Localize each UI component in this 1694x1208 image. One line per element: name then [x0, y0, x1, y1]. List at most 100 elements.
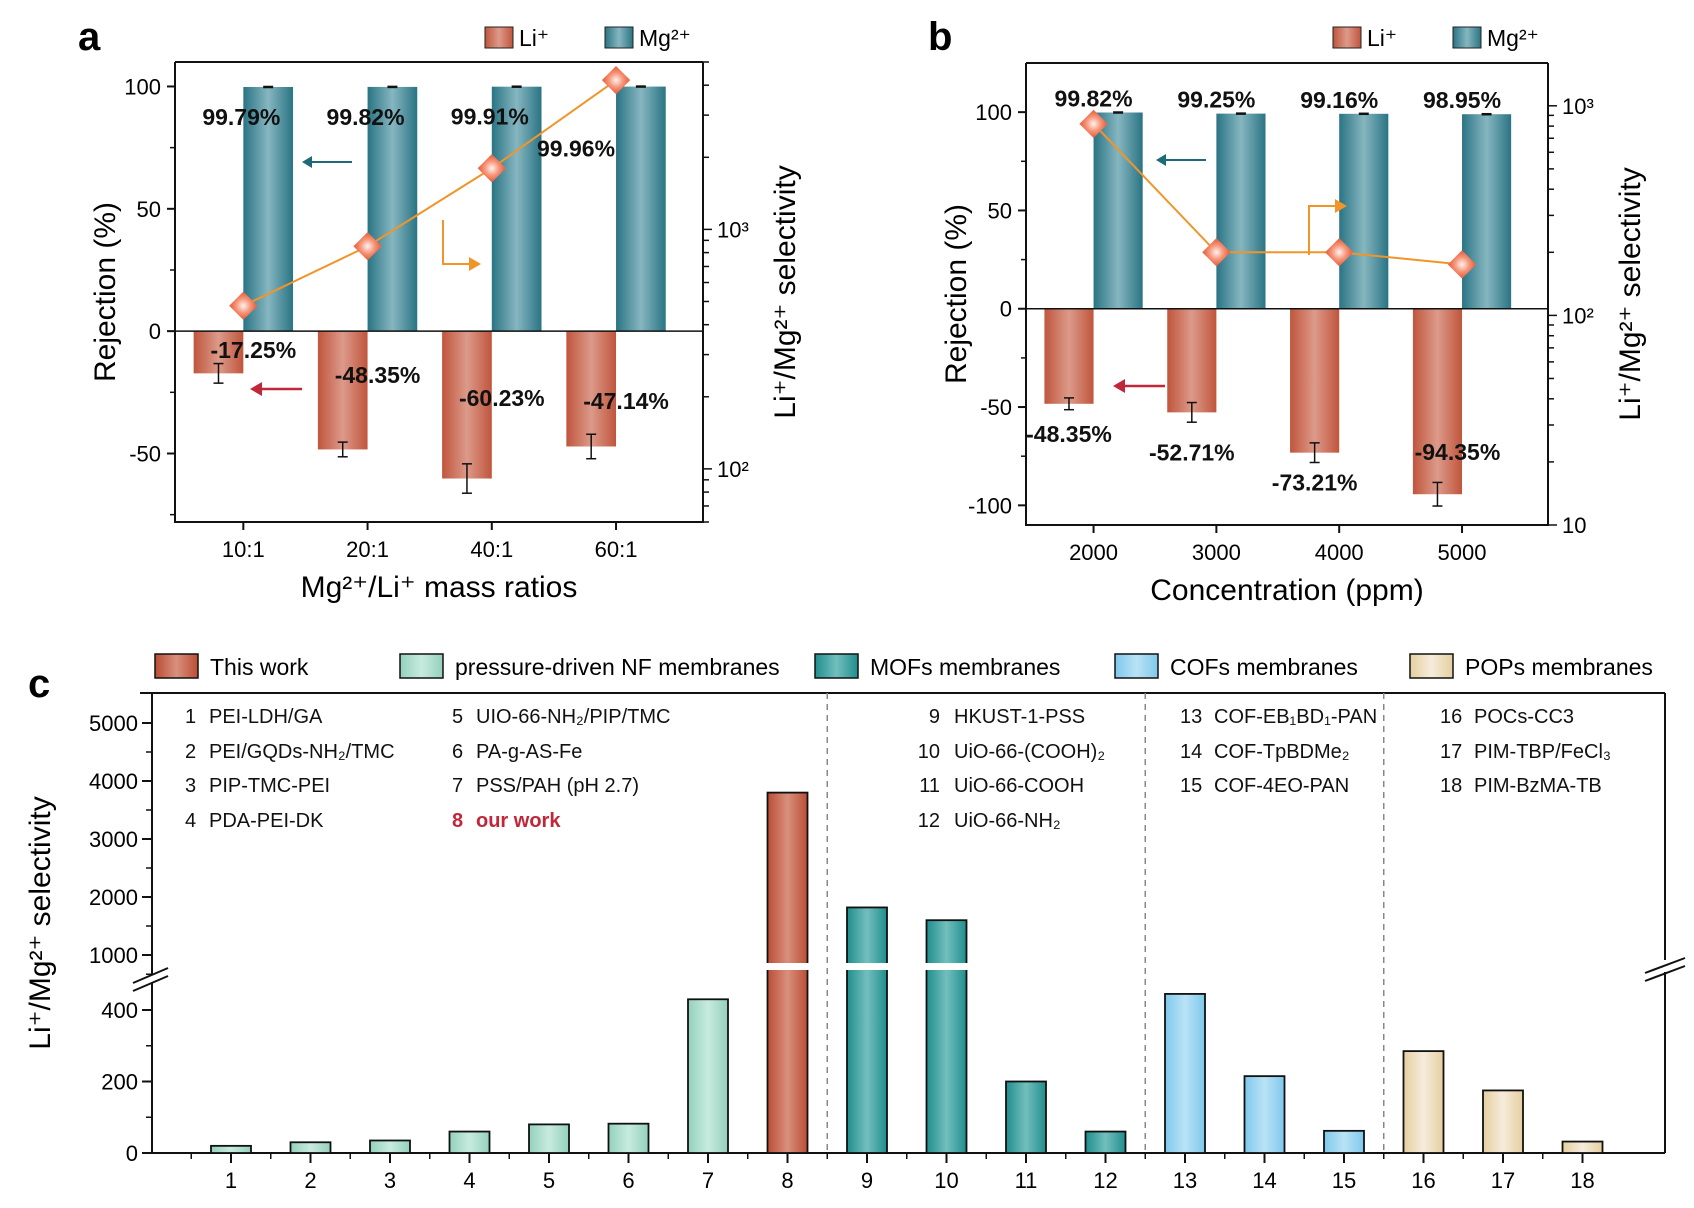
- bar-mofs: [1084, 1130, 1127, 1154]
- annotation-name: PDA-PEI-DK: [209, 810, 324, 832]
- legend-swatch-li: [484, 26, 514, 49]
- x-tick-label: 5000: [1438, 540, 1487, 565]
- x-tick-label: 3000: [1192, 540, 1241, 565]
- x-tick-label: 12: [1093, 1168, 1117, 1193]
- mg-value-label: 99.82%: [1055, 86, 1133, 112]
- annotation-number: 7: [452, 775, 463, 797]
- y-tick-label: 0: [149, 319, 161, 344]
- legend-swatch-mofs: [814, 653, 859, 679]
- y-tick-label: 100: [124, 74, 161, 99]
- mg-value-label: 99.79%: [202, 104, 280, 130]
- bar-mofs: [1005, 1080, 1047, 1154]
- annotation-number: 8: [452, 810, 463, 832]
- legend-label-nf: pressure-driven NF membranes: [455, 654, 780, 680]
- arrow-right-selectivity-icon: [442, 220, 471, 265]
- y-tick-label: 1000: [89, 943, 138, 968]
- x-tick-label: 3: [384, 1168, 396, 1193]
- bar-break-gap: [845, 963, 889, 970]
- annotation-number: 6: [452, 741, 463, 763]
- bar-nf: [528, 1123, 570, 1154]
- y-tick-label: -50: [980, 395, 1012, 420]
- bar-pops: [1402, 1050, 1445, 1154]
- y2-tick-label: 10³: [717, 217, 749, 242]
- bar-pops: [1561, 1140, 1604, 1154]
- annotation-number: 4: [185, 810, 196, 832]
- panel-letter: c: [28, 662, 50, 706]
- legend-label-cofs: COFs membranes: [1170, 654, 1358, 680]
- bar-li: [566, 331, 617, 447]
- annotation-name: PIM-TBP/FeCl₃: [1474, 741, 1611, 763]
- annotation-name: COF-4EO-PAN: [1214, 775, 1349, 797]
- bar-li: [1167, 308, 1217, 413]
- annotation-name: UiO-66-COOH: [954, 775, 1084, 797]
- x-tick-label: 2000: [1069, 540, 1118, 565]
- legend-swatch-mg: [1452, 26, 1482, 49]
- x-tick-label: 13: [1173, 1168, 1197, 1193]
- plot-frame: [1025, 62, 1549, 526]
- axis-break-right-icon: [1644, 957, 1686, 982]
- legend-swatch-li: [1332, 26, 1362, 49]
- legend-label-pops: POPs membranes: [1465, 654, 1653, 680]
- panel-a: a Li⁺ Mg²⁺ -50 0 50 100 10² 10³ 10:1 20:1 40:1 60:1 M…: [78, 15, 802, 604]
- annotation-name: UiO-66-(COOH)₂: [954, 741, 1105, 763]
- bar-mg: [1093, 112, 1143, 309]
- bar-mg: [243, 86, 294, 332]
- legend-label-mg: Mg²⁺: [639, 25, 691, 51]
- li-value-label: -73.21%: [1272, 470, 1358, 496]
- annotation-name: COF-EB₁BD₁-PAN: [1214, 706, 1377, 728]
- bar-nf: [607, 1122, 650, 1154]
- annotation-name: PEI/GQDs-NH₂/TMC: [209, 741, 395, 763]
- y-tick-label: 400: [101, 998, 138, 1023]
- annotation-number: 16: [1440, 706, 1462, 728]
- selectivity-marker: [1202, 238, 1231, 267]
- legend-swatch-pops: [1409, 653, 1454, 679]
- bar-nf: [369, 1139, 411, 1154]
- x-tick-label: 11: [1015, 1168, 1038, 1193]
- arrowhead-selectivity-icon: [1335, 199, 1347, 213]
- selectivity-marker: [1447, 250, 1477, 279]
- y-tick-label: 4000: [89, 769, 138, 794]
- bar-mg: [491, 86, 542, 332]
- y-tick-label: 3000: [89, 827, 138, 852]
- li-value-label: -52.71%: [1149, 439, 1235, 465]
- annotation-name: POCs-CC3: [1474, 706, 1574, 728]
- annotation-number: 11: [919, 775, 940, 797]
- bar-nf: [448, 1130, 491, 1154]
- legend-swatch-nf: [399, 653, 444, 679]
- annotation-number: 2: [185, 741, 196, 763]
- x-tick-label: 4: [463, 1168, 475, 1193]
- legend-label-mofs: MOFs membranes: [870, 654, 1060, 680]
- y-axis-label: Rejection (%): [940, 204, 973, 384]
- legend-label-mg: Mg²⁺: [1487, 25, 1539, 51]
- x-tick-label: 7: [702, 1168, 714, 1193]
- bar-nf: [210, 1144, 252, 1154]
- y-tick-label: -50: [129, 441, 161, 466]
- selectivity-line: [242, 79, 617, 307]
- y-tick-label: 0: [126, 1141, 138, 1166]
- annotation-name: PA-g-AS-Fe: [476, 741, 582, 763]
- selectivity-marker: [1079, 109, 1108, 138]
- x-tick-label: 16: [1411, 1168, 1435, 1193]
- bar-mg: [1339, 113, 1389, 309]
- bar-li: [1290, 308, 1340, 453]
- bar-li: [1044, 308, 1094, 404]
- li-value-label: -47.14%: [583, 388, 669, 414]
- bar-cofs: [1323, 1129, 1365, 1154]
- y-tick-label: 50: [137, 197, 161, 222]
- y-tick-label: 50: [988, 198, 1012, 223]
- annotation-number: 13: [1180, 706, 1202, 728]
- annotation-number: 1: [185, 706, 196, 728]
- x-tick-label: 8: [781, 1168, 793, 1193]
- li-value-label: -48.35%: [1026, 421, 1112, 447]
- selectivity-marker: [1325, 238, 1354, 267]
- annotation-name: our work: [476, 810, 561, 832]
- legend-label-li: Li⁺: [519, 25, 549, 51]
- y-tick-label: 0: [1000, 297, 1012, 322]
- mg-value-label: 99.16%: [1300, 87, 1378, 113]
- mg-value-label: 98.95%: [1423, 87, 1501, 113]
- bar-nf: [289, 1141, 332, 1154]
- panel-letter: a: [78, 15, 101, 59]
- annotation-number: 5: [452, 706, 463, 728]
- selectivity-marker: [601, 65, 631, 95]
